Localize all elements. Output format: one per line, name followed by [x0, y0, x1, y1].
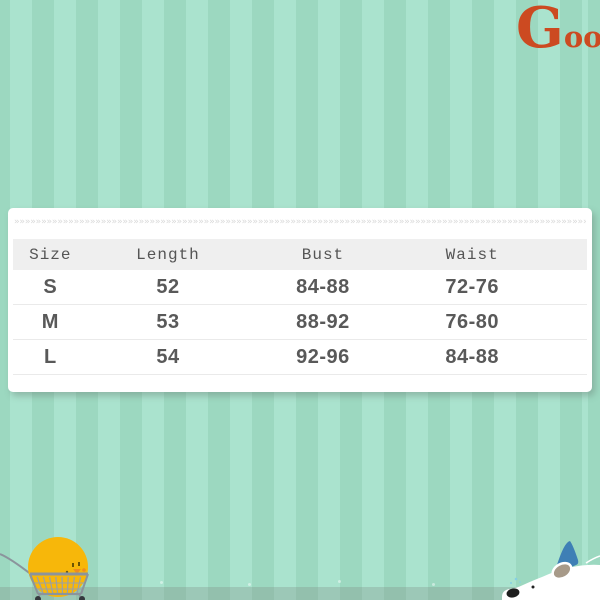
cart-wheel — [79, 596, 85, 600]
size-table-wrapper: Size Length Bust Waist S 52 84-88 72-76 — [8, 227, 592, 375]
ground-speck — [160, 581, 163, 584]
chick-beak — [73, 569, 81, 574]
cart-handle — [0, 553, 33, 576]
cell-length: 52 — [87, 270, 249, 305]
ground-speck — [432, 583, 435, 586]
puppy-ear — [551, 561, 573, 581]
table-row-s: S 52 84-88 72-76 — [13, 270, 587, 305]
puppy-with-party-hat-illustration — [502, 541, 600, 600]
cell-spacer — [546, 339, 587, 375]
ground-speck — [338, 580, 341, 583]
column-header-bust: Bust — [248, 239, 398, 270]
cart-basket-wires — [30, 576, 88, 595]
sparkle-dot — [519, 581, 521, 583]
chick-in-cart-illustration — [0, 537, 89, 600]
puppy-eye — [531, 585, 535, 589]
cell-waist: 72-76 — [397, 270, 547, 305]
brand-text: Good — [516, 0, 600, 61]
column-header-length: Length — [87, 239, 249, 270]
ground-band — [0, 587, 600, 600]
puppy-nose — [506, 588, 520, 598]
chick-body — [28, 537, 88, 597]
sparkle-dot — [514, 577, 518, 581]
sparkle-dot — [510, 582, 512, 584]
cell-spacer — [546, 304, 587, 340]
header-row: Size Length Bust Waist — [13, 239, 587, 270]
cell-size: S — [13, 270, 88, 305]
cell-length: 53 — [87, 304, 249, 340]
column-header-size: Size — [13, 239, 88, 270]
cell-waist: 84-88 — [397, 339, 547, 375]
cell-size: M — [13, 304, 88, 340]
table-row-l: L 54 92-96 84-88 — [13, 339, 587, 375]
cart-wheel — [35, 596, 41, 600]
cell-spacer — [546, 270, 587, 305]
puppy-body-line — [557, 582, 600, 598]
table-row-m: M 53 88-92 76-80 — [13, 304, 587, 340]
cell-bust: 84-88 — [248, 270, 398, 305]
ground-speck — [248, 583, 251, 586]
puppy-back-line — [585, 555, 600, 564]
cell-size: L — [13, 339, 88, 375]
cell-waist: 76-80 — [397, 304, 547, 340]
cell-bust: 88-92 — [248, 304, 398, 340]
size-chart-card: »»»»»»»»»»»»»»»»»»»»»»»»»»»»»»»»»»»»»»»»… — [8, 208, 592, 392]
column-header-spacer — [546, 239, 587, 270]
column-header-waist: Waist — [397, 239, 547, 270]
cell-length: 54 — [87, 339, 249, 375]
perforation-border: »»»»»»»»»»»»»»»»»»»»»»»»»»»»»»»»»»»»»»»»… — [14, 218, 586, 227]
cell-bust: 92-96 — [248, 339, 398, 375]
chick-cheek — [82, 568, 86, 572]
size-table: Size Length Bust Waist S 52 84-88 72-76 — [13, 239, 587, 375]
